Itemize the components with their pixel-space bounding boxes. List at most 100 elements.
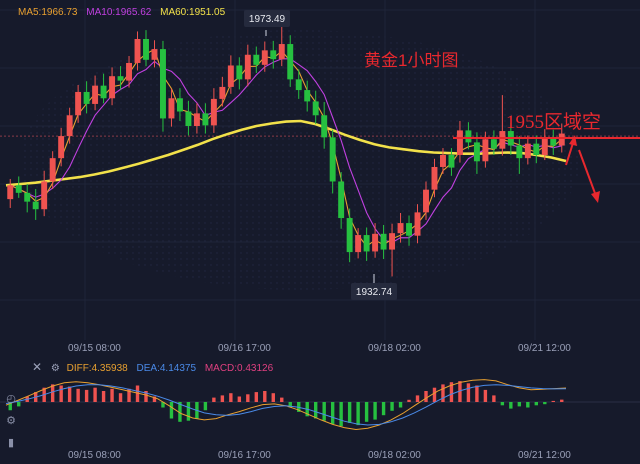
low-label: 1932.74 xyxy=(356,287,393,298)
candle xyxy=(329,137,336,182)
candle xyxy=(236,65,243,80)
macd-bar xyxy=(381,402,386,416)
candle xyxy=(227,65,234,87)
candle xyxy=(321,115,328,138)
ma10-path xyxy=(9,58,562,244)
x-axis-ticks: 09/15 08:00 09/16 17:00 09/18 02:00 09/2… xyxy=(68,343,571,354)
macd-bar xyxy=(500,402,505,406)
candle xyxy=(490,139,497,149)
macd-background xyxy=(0,354,640,464)
macd-bar xyxy=(76,388,80,402)
ma10-line xyxy=(9,58,562,244)
candlestick-chart[interactable]: 黄金1小时图 1955区域空 1973.49 1932.74 09/15 08:… xyxy=(0,0,640,354)
candle xyxy=(117,76,124,81)
high-marker: 1973.49 xyxy=(244,10,290,36)
candle xyxy=(41,181,48,210)
candle xyxy=(100,85,107,99)
macd-bar xyxy=(127,388,131,402)
macd-bar xyxy=(373,402,377,420)
candle xyxy=(423,189,429,213)
macd-bar xyxy=(144,391,148,402)
candle xyxy=(151,49,158,60)
candle xyxy=(160,49,166,119)
x-tick-label: 09/16 17:00 xyxy=(218,450,271,461)
candle xyxy=(7,185,14,200)
candle xyxy=(346,218,353,253)
x-tick-label: 09/15 08:00 xyxy=(68,343,121,354)
macd-bar xyxy=(84,389,89,402)
macd-bar xyxy=(364,402,369,422)
macd-bar xyxy=(314,402,318,419)
candle xyxy=(363,235,370,252)
candle xyxy=(355,235,362,253)
candle xyxy=(219,86,226,99)
candle xyxy=(109,76,116,99)
macd-bar xyxy=(280,397,284,402)
macd-legend: ✕ ⚙ DIFF:4.35938 DEA:4.14375 MACD:0.4312… xyxy=(32,360,273,374)
up-arrow-annotation xyxy=(565,135,577,166)
bar-chart-icon[interactable]: ▮ xyxy=(7,437,15,449)
candle xyxy=(83,91,90,104)
close-icon[interactable]: ✕ xyxy=(32,360,43,374)
macd-bar xyxy=(263,391,267,402)
macd-value-legend: MACD:0.43126 xyxy=(204,363,274,374)
candle xyxy=(202,113,209,126)
candle xyxy=(448,155,455,168)
high-label: 1973.49 xyxy=(249,14,286,25)
candle xyxy=(312,101,319,116)
macd-bar xyxy=(152,396,157,402)
macd-bar xyxy=(93,387,97,402)
macd-bar xyxy=(50,384,55,402)
candle xyxy=(524,143,531,159)
candle xyxy=(473,142,480,162)
macd-bar xyxy=(339,402,343,427)
macd-bar xyxy=(229,393,233,402)
macd-bar xyxy=(398,402,403,408)
indicator-icon[interactable]: ◴ xyxy=(6,393,16,405)
macd-bar xyxy=(17,402,21,407)
macd-bar xyxy=(67,386,72,402)
x-tick-label: 09/18 02:00 xyxy=(368,450,421,461)
candle xyxy=(533,143,540,155)
settings-icon[interactable]: ⚙ xyxy=(6,415,16,427)
macd-bar xyxy=(458,381,462,402)
candle xyxy=(482,139,489,162)
macd-bar xyxy=(237,396,242,402)
macd-bar xyxy=(212,397,216,402)
macd-bar xyxy=(449,382,454,402)
macd-bar xyxy=(169,402,174,419)
candle xyxy=(414,212,421,236)
macd-x-axis: 09/15 08:00 09/16 17:00 09/18 02:00 09/2… xyxy=(68,450,571,461)
macd-bar xyxy=(492,395,496,402)
candle xyxy=(168,98,175,119)
macd-bar xyxy=(551,400,555,402)
x-tick-label: 09/18 02:00 xyxy=(368,343,421,354)
x-tick-label: 09/15 08:00 xyxy=(68,450,121,461)
candle xyxy=(278,44,285,60)
dea-line xyxy=(5,384,567,426)
macd-bar xyxy=(110,388,114,402)
macd-bar xyxy=(322,402,326,421)
candle xyxy=(24,192,31,202)
candle xyxy=(338,181,345,219)
candle xyxy=(456,130,463,155)
candle xyxy=(193,113,200,126)
candle xyxy=(541,138,548,155)
ma5-legend: MA5:1966.73 xyxy=(18,7,78,18)
candle xyxy=(75,91,82,116)
macd-bar xyxy=(560,399,564,402)
macd-bar xyxy=(8,402,12,411)
macd-bar xyxy=(178,402,182,422)
candle xyxy=(431,166,438,190)
macd-bar xyxy=(186,402,191,421)
ma10-legend: MA10:1965.62 xyxy=(86,7,152,18)
candle xyxy=(380,233,387,250)
candle xyxy=(134,39,141,63)
macd-bar xyxy=(407,399,411,402)
macd-bar xyxy=(432,387,437,402)
gear-icon[interactable]: ⚙ xyxy=(50,363,60,374)
candle xyxy=(516,145,523,159)
macd-bar xyxy=(441,384,445,402)
macd-bar xyxy=(118,393,123,402)
macd-chart[interactable]: 09/15 08:00 09/16 17:00 09/18 02:00 09/2… xyxy=(0,354,640,464)
